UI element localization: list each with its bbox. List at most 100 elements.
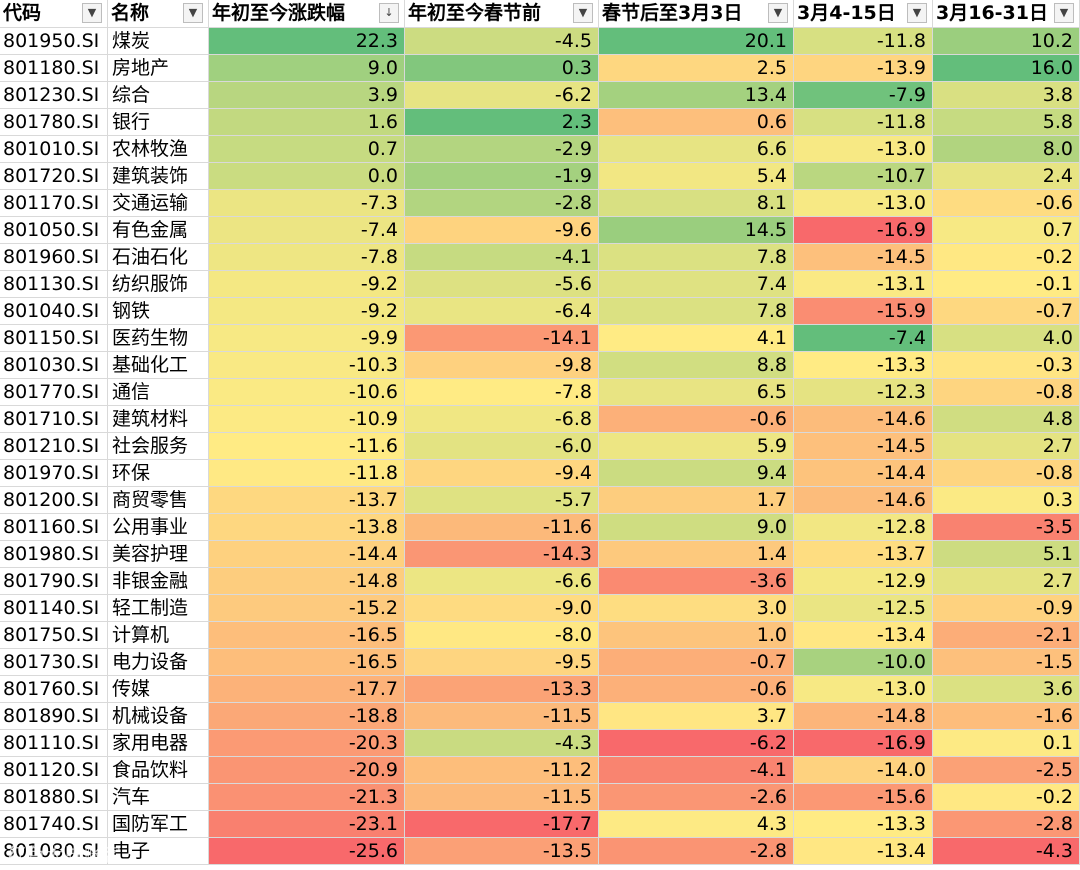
value-cell-mar4-15[interactable]: -12.9 <box>794 568 933 595</box>
code-cell[interactable]: 801720.SI <box>0 163 108 190</box>
value-cell-mar16-31[interactable]: -0.2 <box>933 244 1080 271</box>
name-cell[interactable]: 传媒 <box>108 676 209 703</box>
value-cell-pre-festival[interactable]: -8.0 <box>405 622 599 649</box>
value-cell-mar16-31[interactable]: -4.3 <box>933 838 1080 865</box>
value-cell-ytd[interactable]: -16.5 <box>209 649 405 676</box>
value-cell-mar16-31[interactable]: 5.8 <box>933 109 1080 136</box>
name-cell[interactable]: 煤炭 <box>108 28 209 55</box>
value-cell-ytd[interactable]: -23.1 <box>209 811 405 838</box>
value-cell-pre-festival[interactable]: -4.1 <box>405 244 599 271</box>
code-cell[interactable]: 801980.SI <box>0 541 108 568</box>
code-cell[interactable]: 801050.SI <box>0 217 108 244</box>
value-cell-post-festival-to-mar3[interactable]: -2.6 <box>599 784 794 811</box>
code-cell[interactable]: 801040.SI <box>0 298 108 325</box>
value-cell-pre-festival[interactable]: -1.9 <box>405 163 599 190</box>
value-cell-mar4-15[interactable]: -14.6 <box>794 406 933 433</box>
value-cell-post-festival-to-mar3[interactable]: 3.7 <box>599 703 794 730</box>
value-cell-mar16-31[interactable]: 3.6 <box>933 676 1080 703</box>
code-cell[interactable]: 801180.SI <box>0 55 108 82</box>
value-cell-mar4-15[interactable]: -13.9 <box>794 55 933 82</box>
code-cell[interactable]: 801200.SI <box>0 487 108 514</box>
code-cell[interactable]: 801950.SI <box>0 28 108 55</box>
value-cell-ytd[interactable]: 22.3 <box>209 28 405 55</box>
value-cell-mar16-31[interactable]: 4.0 <box>933 325 1080 352</box>
code-cell[interactable]: 801730.SI <box>0 649 108 676</box>
name-cell[interactable]: 基础化工 <box>108 352 209 379</box>
value-cell-mar16-31[interactable]: -0.8 <box>933 460 1080 487</box>
code-cell[interactable]: 801120.SI <box>0 757 108 784</box>
value-cell-ytd[interactable]: 1.6 <box>209 109 405 136</box>
value-cell-post-festival-to-mar3[interactable]: -4.1 <box>599 757 794 784</box>
value-cell-mar4-15[interactable]: -14.4 <box>794 460 933 487</box>
value-cell-pre-festival[interactable]: -17.7 <box>405 811 599 838</box>
value-cell-pre-festival[interactable]: -9.6 <box>405 217 599 244</box>
value-cell-mar16-31[interactable]: 5.1 <box>933 541 1080 568</box>
name-cell[interactable]: 机械设备 <box>108 703 209 730</box>
name-cell[interactable]: 电力设备 <box>108 649 209 676</box>
value-cell-ytd[interactable]: -10.6 <box>209 379 405 406</box>
value-cell-mar16-31[interactable]: -0.3 <box>933 352 1080 379</box>
code-cell[interactable]: 801110.SI <box>0 730 108 757</box>
value-cell-mar4-15[interactable]: -13.3 <box>794 352 933 379</box>
name-cell[interactable]: 钢铁 <box>108 298 209 325</box>
value-cell-mar16-31[interactable]: 0.3 <box>933 487 1080 514</box>
value-cell-ytd[interactable]: 9.0 <box>209 55 405 82</box>
value-cell-pre-festival[interactable]: -14.3 <box>405 541 599 568</box>
value-cell-ytd[interactable]: -13.8 <box>209 514 405 541</box>
filter-dropdown-icon[interactable]: ▼ <box>1054 3 1074 23</box>
value-cell-pre-festival[interactable]: -6.0 <box>405 433 599 460</box>
column-header-mar16-31[interactable]: 3月16-31日 ▼ <box>933 0 1080 28</box>
value-cell-ytd[interactable]: -17.7 <box>209 676 405 703</box>
filter-dropdown-icon[interactable]: ▼ <box>82 3 102 23</box>
name-cell[interactable]: 社会服务 <box>108 433 209 460</box>
value-cell-pre-festival[interactable]: -6.6 <box>405 568 599 595</box>
value-cell-mar16-31[interactable]: 0.7 <box>933 217 1080 244</box>
value-cell-post-festival-to-mar3[interactable]: 8.8 <box>599 352 794 379</box>
code-cell[interactable]: 801750.SI <box>0 622 108 649</box>
name-cell[interactable]: 综合 <box>108 82 209 109</box>
value-cell-mar4-15[interactable]: -13.7 <box>794 541 933 568</box>
code-cell[interactable]: 801130.SI <box>0 271 108 298</box>
value-cell-mar4-15[interactable]: -14.0 <box>794 757 933 784</box>
code-cell[interactable]: 801080.SI <box>0 838 108 865</box>
value-cell-post-festival-to-mar3[interactable]: 4.1 <box>599 325 794 352</box>
value-cell-mar4-15[interactable]: -16.9 <box>794 730 933 757</box>
name-cell[interactable]: 计算机 <box>108 622 209 649</box>
value-cell-post-festival-to-mar3[interactable]: 9.4 <box>599 460 794 487</box>
value-cell-ytd[interactable]: -18.8 <box>209 703 405 730</box>
value-cell-post-festival-to-mar3[interactable]: -2.8 <box>599 838 794 865</box>
value-cell-pre-festival[interactable]: -9.8 <box>405 352 599 379</box>
value-cell-ytd[interactable]: -7.4 <box>209 217 405 244</box>
value-cell-pre-festival[interactable]: -9.0 <box>405 595 599 622</box>
value-cell-mar4-15[interactable]: -13.4 <box>794 838 933 865</box>
value-cell-post-festival-to-mar3[interactable]: 0.6 <box>599 109 794 136</box>
code-cell[interactable]: 801150.SI <box>0 325 108 352</box>
value-cell-post-festival-to-mar3[interactable]: -0.6 <box>599 676 794 703</box>
value-cell-mar16-31[interactable]: 2.7 <box>933 568 1080 595</box>
value-cell-ytd[interactable]: -14.8 <box>209 568 405 595</box>
column-header-code[interactable]: 代码 ▼ <box>0 0 108 28</box>
name-cell[interactable]: 通信 <box>108 379 209 406</box>
value-cell-ytd[interactable]: -13.7 <box>209 487 405 514</box>
name-cell[interactable]: 轻工制造 <box>108 595 209 622</box>
value-cell-ytd[interactable]: -10.9 <box>209 406 405 433</box>
code-cell[interactable]: 801880.SI <box>0 784 108 811</box>
value-cell-mar4-15[interactable]: -15.6 <box>794 784 933 811</box>
value-cell-mar16-31[interactable]: 2.7 <box>933 433 1080 460</box>
value-cell-ytd[interactable]: 3.9 <box>209 82 405 109</box>
filter-dropdown-icon[interactable]: ▼ <box>183 3 203 23</box>
value-cell-post-festival-to-mar3[interactable]: -0.6 <box>599 406 794 433</box>
value-cell-mar4-15[interactable]: -14.8 <box>794 703 933 730</box>
value-cell-mar4-15[interactable]: -12.8 <box>794 514 933 541</box>
value-cell-pre-festival[interactable]: -5.6 <box>405 271 599 298</box>
value-cell-pre-festival[interactable]: -6.4 <box>405 298 599 325</box>
value-cell-post-festival-to-mar3[interactable]: 14.5 <box>599 217 794 244</box>
value-cell-mar4-15[interactable]: -12.5 <box>794 595 933 622</box>
value-cell-mar16-31[interactable]: -0.6 <box>933 190 1080 217</box>
name-cell[interactable]: 电子 <box>108 838 209 865</box>
value-cell-pre-festival[interactable]: -2.9 <box>405 136 599 163</box>
value-cell-mar4-15[interactable]: -13.0 <box>794 190 933 217</box>
value-cell-post-festival-to-mar3[interactable]: 20.1 <box>599 28 794 55</box>
value-cell-pre-festival[interactable]: -5.7 <box>405 487 599 514</box>
value-cell-mar16-31[interactable]: -1.5 <box>933 649 1080 676</box>
